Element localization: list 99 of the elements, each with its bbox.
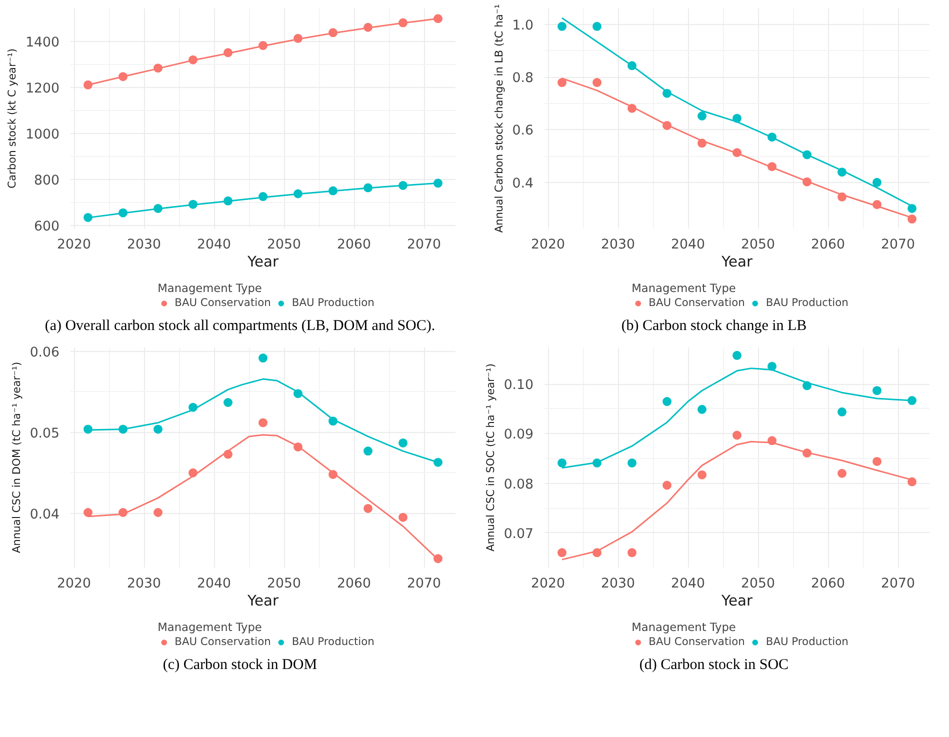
x-tick-label: 2070 — [407, 238, 441, 252]
y-tick-label: 1.0 — [512, 18, 534, 34]
point — [154, 424, 162, 434]
legend-title: Management Type — [158, 620, 263, 634]
point — [398, 438, 408, 448]
point — [872, 386, 882, 396]
legend-title: Management Type — [632, 281, 737, 295]
y-tick-label: 0.08 — [504, 477, 534, 492]
x-tick-label: 2040 — [671, 576, 705, 592]
point — [592, 78, 602, 88]
point — [732, 430, 742, 440]
y-axis-title: Annual CSC in DOM (tC ha⁻¹ year⁻¹) — [10, 362, 23, 554]
y-tick-label: 1200 — [26, 81, 60, 96]
legend-label: BAU Production — [292, 635, 374, 648]
point — [258, 354, 268, 363]
legend-title: Management Type — [158, 281, 263, 295]
legend-label: BAU Conservation — [174, 296, 271, 309]
point — [364, 504, 372, 513]
point — [224, 398, 232, 407]
x-axis-title: Year — [720, 254, 754, 270]
point — [872, 456, 882, 466]
x-tick-label: 2040 — [197, 238, 231, 252]
y-tick-label: 600 — [34, 220, 60, 235]
y-axis-title: Annual CSC in SOC (tC ha⁻¹ year⁻¹) — [484, 363, 497, 552]
x-tick-label: 2060 — [811, 238, 845, 252]
legend-label: BAU Production — [766, 296, 848, 309]
point — [908, 396, 916, 406]
y-axis-title: Carbon stock (kt C year⁻¹) — [6, 48, 19, 188]
y-tick-label: 0.4 — [512, 176, 534, 192]
x-tick-label: 2050 — [267, 238, 301, 252]
text: (a) Overall carbon stock all compartments (LB, DOM and SOC). — [44, 317, 436, 335]
x-tick-label: 2020 — [57, 238, 91, 252]
x-tick-label: 2040 — [197, 576, 231, 592]
legend-label: BAU Conservation — [174, 635, 271, 648]
x-tick-label: 2030 — [127, 576, 161, 592]
point — [398, 512, 408, 522]
point — [908, 204, 916, 213]
point — [364, 446, 372, 456]
x-tick-label: 2020 — [531, 576, 565, 592]
point — [838, 468, 846, 478]
point — [908, 214, 916, 224]
point — [698, 404, 706, 414]
y-tick-label: 1400 — [26, 35, 60, 50]
y-tick-label: 0.06 — [30, 346, 60, 361]
x-axis-title: Year — [720, 592, 754, 610]
point — [872, 178, 882, 187]
point — [662, 397, 672, 406]
point — [698, 112, 706, 120]
point — [558, 548, 566, 558]
x-tick-label: 2050 — [267, 576, 301, 592]
x-tick-label: 2060 — [337, 238, 371, 252]
x-tick-label: 2040 — [671, 238, 705, 252]
legend-title: Management Type — [632, 620, 737, 634]
x-tick-label: 2050 — [741, 576, 775, 592]
y-tick-label: 0.07 — [504, 526, 534, 542]
x-axis-title: Year — [246, 254, 280, 270]
point — [558, 78, 566, 88]
y-tick-label: 0.09 — [504, 428, 534, 443]
point — [154, 508, 162, 517]
text: (b) Carbon stock change in LB — [621, 317, 807, 335]
x-tick-label: 2070 — [881, 576, 915, 592]
x-tick-label: 2020 — [57, 576, 91, 592]
point — [698, 470, 706, 480]
x-tick-label: 2030 — [601, 576, 635, 592]
y-tick-label: 0.8 — [512, 71, 534, 86]
y-axis-title: Annual Carbon stock change in LB (tC ha⁻¹ — [492, 4, 506, 233]
x-axis-title: Year — [246, 592, 280, 610]
y-tick-label: 0.05 — [30, 426, 60, 442]
point — [662, 480, 672, 490]
y-tick-label: 800 — [34, 173, 60, 188]
x-tick-label: 2070 — [881, 238, 915, 252]
text: (c) Carbon stock in DOM — [162, 656, 318, 674]
x-tick-label: 2030 — [601, 238, 635, 252]
text: (d) Carbon stock in SOC — [639, 656, 789, 674]
point — [732, 350, 742, 360]
point — [258, 418, 268, 428]
legend-label: BAU Conservation — [648, 635, 745, 648]
x-tick-label: 2050 — [741, 238, 775, 252]
legend-label: BAU Production — [766, 635, 848, 648]
point — [592, 22, 602, 31]
y-tick-label: 0.10 — [504, 378, 534, 394]
point — [558, 458, 566, 468]
legend-label: BAU Production — [292, 296, 374, 309]
y-tick-label: 1000 — [26, 127, 60, 142]
point — [628, 458, 636, 468]
x-tick-label: 2060 — [337, 576, 371, 592]
point — [558, 22, 566, 31]
legend-label: BAU Conservation — [648, 296, 745, 309]
point — [838, 407, 846, 416]
point — [84, 508, 92, 517]
x-tick-label: 2020 — [531, 238, 565, 252]
point — [908, 477, 916, 486]
y-tick-label: 0.6 — [512, 124, 534, 139]
x-tick-label: 2070 — [407, 576, 441, 592]
point — [84, 212, 92, 222]
x-tick-label: 2060 — [811, 576, 845, 592]
y-tick-label: 0.04 — [30, 507, 60, 522]
point — [628, 548, 636, 558]
x-tick-label: 2030 — [127, 238, 161, 252]
